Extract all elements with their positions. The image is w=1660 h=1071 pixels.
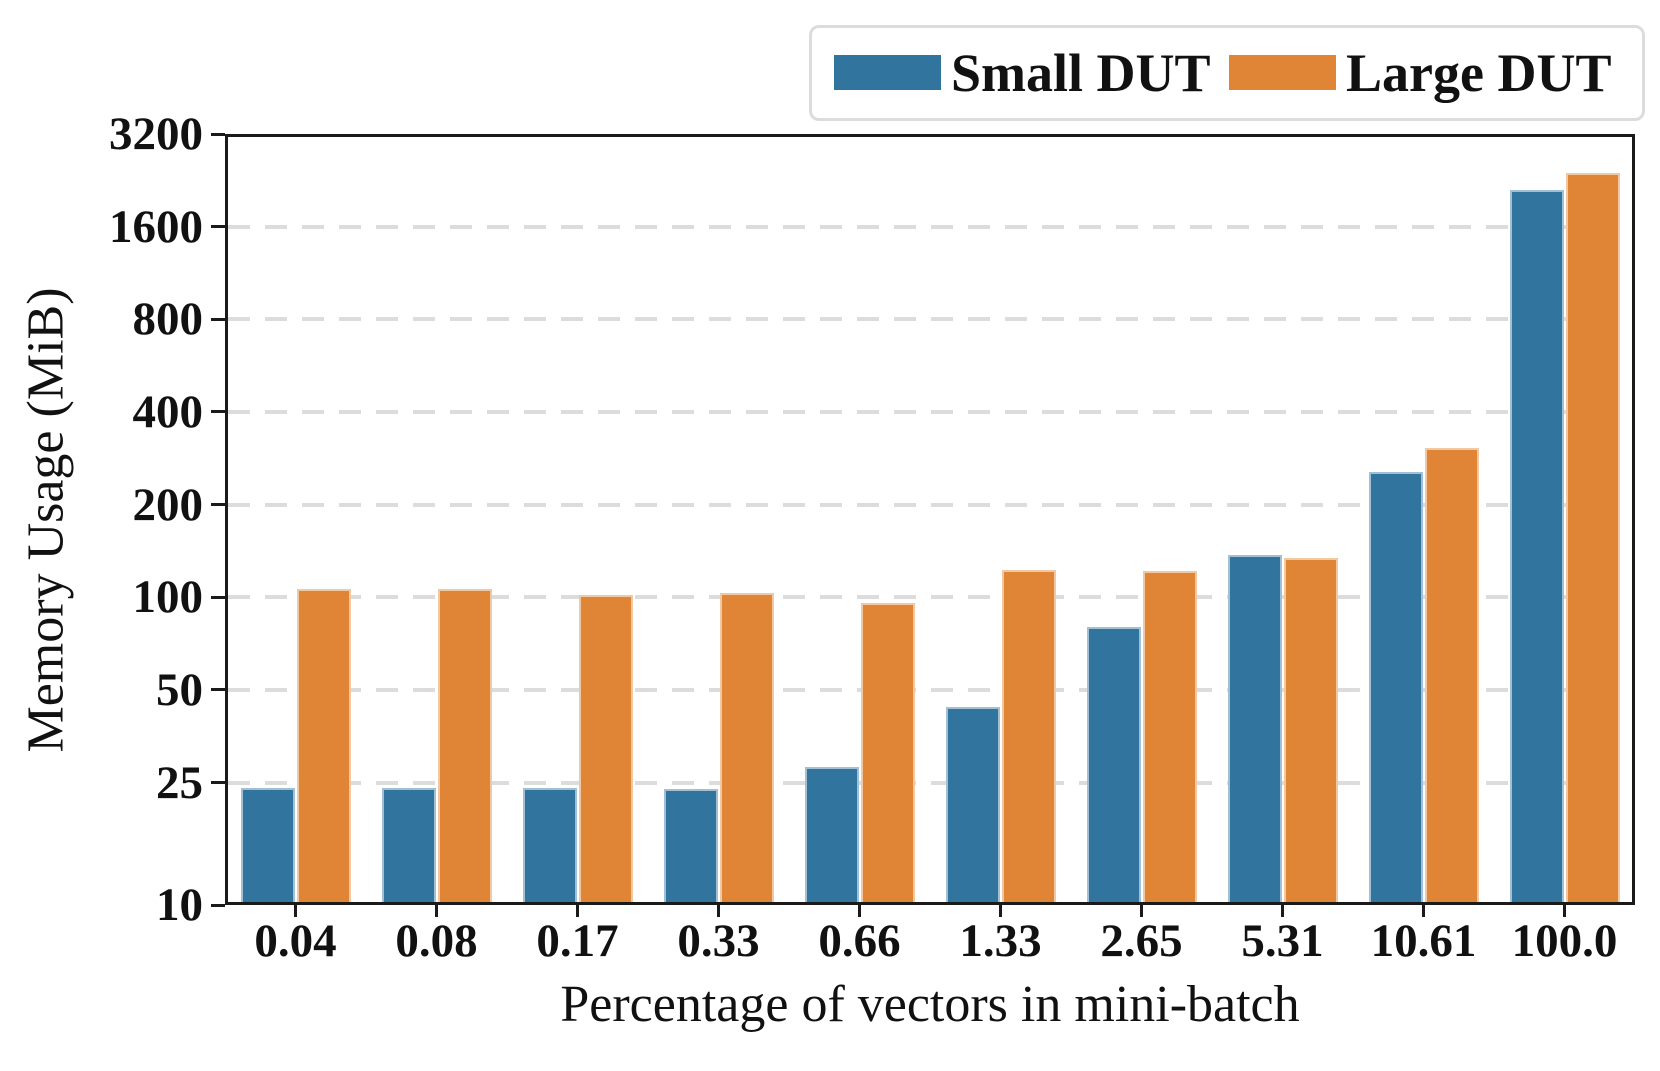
legend-swatch-large-dut bbox=[1229, 55, 1336, 90]
x-tick-0.04 bbox=[294, 905, 297, 917]
x-tick-label-0.33: 0.33 bbox=[677, 915, 760, 967]
y-tick-10 bbox=[211, 903, 225, 907]
x-tick-0.08 bbox=[435, 905, 438, 917]
bar-large-dut-2.65 bbox=[1142, 570, 1197, 902]
y-tick-200 bbox=[211, 503, 225, 507]
y-tick-1600 bbox=[211, 225, 225, 229]
y-tick-800 bbox=[211, 317, 225, 321]
x-tick-1.33 bbox=[999, 905, 1002, 917]
bar-small-dut-0.33 bbox=[663, 789, 718, 902]
bar-large-dut-0.17 bbox=[578, 594, 633, 902]
legend-label-small-dut: Small DUT bbox=[951, 43, 1211, 103]
bar-large-dut-5.31 bbox=[1283, 558, 1338, 902]
bar-large-dut-0.33 bbox=[719, 592, 774, 902]
gridline-25 bbox=[228, 780, 1632, 785]
y-tick-3200 bbox=[211, 132, 225, 136]
y-tick-50 bbox=[211, 688, 225, 692]
y-tick-400 bbox=[211, 410, 225, 414]
plot-area bbox=[225, 134, 1635, 905]
x-tick-label-1.33: 1.33 bbox=[959, 915, 1042, 967]
x-tick-100.0 bbox=[1563, 905, 1566, 917]
x-tick-label-0.04: 0.04 bbox=[254, 915, 337, 967]
bar-large-dut-0.66 bbox=[860, 603, 915, 902]
y-tick-label-100: 100 bbox=[132, 571, 204, 624]
x-tick-0.17 bbox=[576, 905, 579, 917]
gridline-400 bbox=[228, 409, 1632, 414]
gridline-50 bbox=[228, 687, 1632, 692]
x-tick-label-10.61: 10.61 bbox=[1370, 915, 1477, 967]
y-tick-25 bbox=[211, 781, 225, 785]
legend: Small DUT Large DUT bbox=[809, 25, 1645, 121]
bar-large-dut-100.0 bbox=[1565, 173, 1620, 902]
gridline-100 bbox=[228, 595, 1632, 600]
bar-small-dut-0.04 bbox=[240, 787, 295, 902]
bar-small-dut-10.61 bbox=[1368, 472, 1423, 902]
y-tick-label-800: 800 bbox=[132, 293, 204, 346]
gridline-800 bbox=[228, 317, 1632, 322]
y-tick-label-400: 400 bbox=[132, 385, 204, 438]
x-tick-label-100.0: 100.0 bbox=[1511, 915, 1618, 967]
legend-swatch-small-dut bbox=[834, 55, 941, 90]
bar-small-dut-100.0 bbox=[1509, 189, 1564, 902]
x-tick-0.33 bbox=[717, 905, 720, 917]
x-tick-label-0.17: 0.17 bbox=[536, 915, 619, 967]
y-tick-label-25: 25 bbox=[156, 756, 203, 809]
gridline-200 bbox=[228, 502, 1632, 507]
y-tick-label-1600: 1600 bbox=[109, 200, 203, 253]
bar-large-dut-0.04 bbox=[296, 589, 351, 902]
y-tick-label-200: 200 bbox=[132, 478, 204, 531]
gridline-1600 bbox=[228, 224, 1632, 229]
legend-label-large-dut: Large DUT bbox=[1346, 43, 1612, 103]
bar-large-dut-0.08 bbox=[437, 589, 492, 902]
bar-small-dut-0.17 bbox=[522, 787, 577, 902]
x-tick-label-0.66: 0.66 bbox=[818, 915, 901, 967]
x-axis-label: Percentage of vectors in mini-batch bbox=[560, 976, 1300, 1033]
bar-small-dut-5.31 bbox=[1227, 555, 1282, 902]
bar-small-dut-0.08 bbox=[381, 787, 436, 902]
y-tick-label-50: 50 bbox=[156, 663, 203, 716]
x-tick-5.31 bbox=[1281, 905, 1284, 917]
bar-small-dut-0.66 bbox=[804, 767, 859, 902]
bar-small-dut-2.65 bbox=[1086, 627, 1141, 902]
x-tick-0.66 bbox=[858, 905, 861, 917]
x-tick-label-2.65: 2.65 bbox=[1100, 915, 1183, 967]
y-tick-label-3200: 3200 bbox=[109, 108, 203, 160]
x-tick-label-5.31: 5.31 bbox=[1241, 915, 1324, 967]
bar-large-dut-10.61 bbox=[1424, 448, 1479, 902]
bar-small-dut-1.33 bbox=[945, 706, 1000, 902]
x-tick-10.61 bbox=[1422, 905, 1425, 917]
x-tick-label-0.08: 0.08 bbox=[395, 915, 478, 967]
y-tick-100 bbox=[211, 595, 225, 599]
bar-large-dut-1.33 bbox=[1001, 569, 1056, 902]
y-tick-label-10: 10 bbox=[156, 879, 203, 931]
x-tick-2.65 bbox=[1140, 905, 1143, 917]
